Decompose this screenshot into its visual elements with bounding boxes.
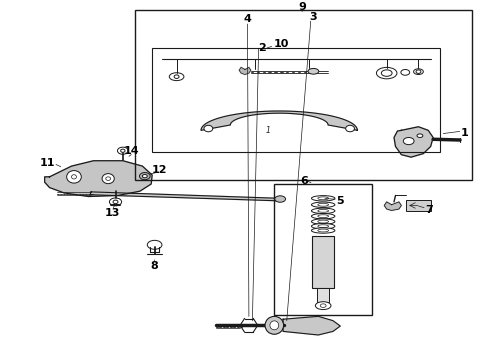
Ellipse shape [140, 172, 150, 180]
Polygon shape [394, 127, 433, 157]
Ellipse shape [204, 125, 213, 132]
Text: 12: 12 [152, 165, 167, 175]
Ellipse shape [312, 208, 335, 213]
Text: 9: 9 [298, 2, 306, 12]
Ellipse shape [417, 134, 423, 138]
Polygon shape [90, 192, 279, 201]
Bar [274, 184, 372, 315]
Ellipse shape [316, 302, 331, 310]
Ellipse shape [312, 224, 335, 229]
Ellipse shape [345, 125, 354, 132]
Text: 1: 1 [266, 126, 271, 135]
Ellipse shape [312, 202, 335, 207]
Text: 1: 1 [461, 128, 469, 138]
Polygon shape [283, 316, 340, 335]
Ellipse shape [308, 68, 319, 74]
Text: 13: 13 [104, 208, 120, 218]
Polygon shape [45, 161, 152, 197]
Ellipse shape [102, 174, 114, 184]
Text: 7: 7 [425, 205, 433, 215]
Text: 2: 2 [258, 43, 266, 53]
Ellipse shape [312, 219, 335, 224]
Text: 6: 6 [301, 176, 309, 186]
Polygon shape [384, 202, 401, 211]
Ellipse shape [275, 196, 286, 202]
Text: 3: 3 [310, 12, 317, 22]
Ellipse shape [143, 175, 147, 178]
Polygon shape [201, 111, 357, 130]
Bar [152, 48, 441, 152]
Ellipse shape [67, 171, 81, 183]
Text: 11: 11 [39, 158, 55, 168]
Ellipse shape [403, 138, 414, 145]
Bar [313, 236, 334, 288]
Text: 10: 10 [274, 39, 289, 49]
Ellipse shape [312, 228, 335, 233]
Polygon shape [239, 67, 251, 75]
Text: 4: 4 [244, 14, 251, 24]
Bar [318, 288, 329, 302]
Ellipse shape [312, 195, 335, 201]
Bar [135, 10, 472, 180]
Bar [406, 200, 431, 211]
Ellipse shape [312, 213, 335, 219]
Ellipse shape [270, 321, 279, 330]
Ellipse shape [265, 316, 284, 334]
Text: 5: 5 [337, 196, 344, 206]
Text: 8: 8 [151, 261, 158, 271]
Text: 14: 14 [124, 146, 140, 156]
